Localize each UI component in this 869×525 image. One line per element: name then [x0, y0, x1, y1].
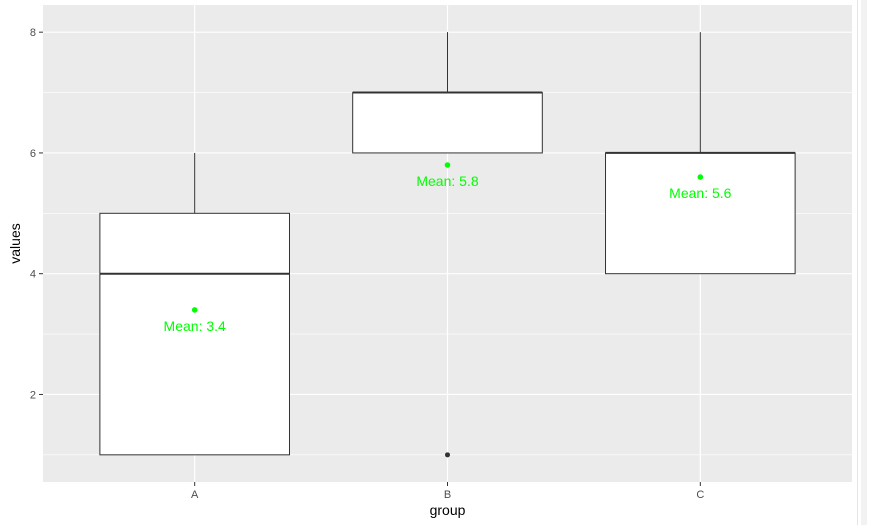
y-tick-label: 6	[30, 148, 36, 160]
box-iqr	[605, 152, 796, 275]
axis-ticks: 2 4 6 8 A B C	[30, 27, 704, 501]
box-iqr	[352, 92, 543, 154]
box-iqr	[99, 212, 290, 456]
x-tick-label: B	[444, 489, 451, 501]
mean-label: Mean: 5.8	[416, 173, 478, 189]
means-layer: Mean: 3.4 Mean: 5.8 Mean: 5.6	[164, 162, 732, 334]
mean-label: Mean: 5.6	[669, 185, 731, 201]
y-tick-label: 2	[30, 389, 36, 401]
mean-point	[191, 307, 198, 313]
window-scrollbar[interactable]	[857, 0, 869, 525]
mean-point	[697, 174, 704, 180]
x-axis-title: group	[430, 502, 466, 518]
y-tick-label: 8	[30, 27, 36, 39]
outlier-point	[445, 452, 450, 458]
scrollbar-track[interactable]	[861, 0, 867, 525]
x-tick-label: A	[191, 489, 199, 501]
box-group-C	[605, 32, 796, 275]
y-axis-title: values	[7, 223, 23, 263]
x-tick-label: C	[696, 489, 704, 501]
mean-point	[444, 162, 451, 168]
mean-label: Mean: 3.4	[164, 318, 226, 334]
boxes-layer	[99, 32, 796, 458]
box-group-A	[99, 152, 290, 456]
y-tick-label: 4	[30, 269, 36, 281]
box-group-B	[352, 32, 543, 458]
